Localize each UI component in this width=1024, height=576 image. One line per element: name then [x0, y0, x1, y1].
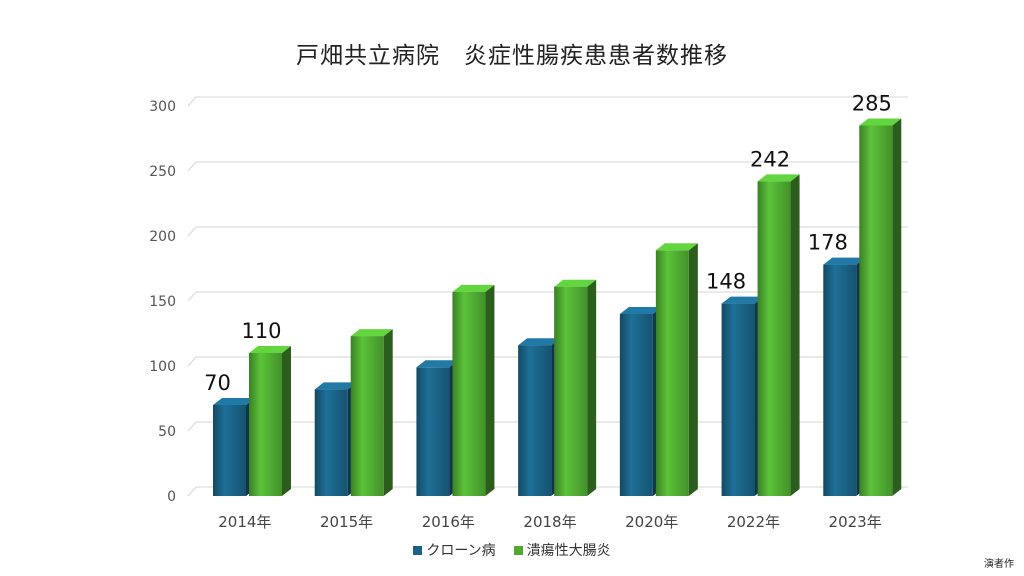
x-tick-label: 2016年 — [422, 513, 475, 531]
gridline-depth — [187, 226, 197, 237]
legend-item-crohn: クローン病 — [413, 540, 496, 560]
credit-text: 演者作 — [984, 559, 1014, 570]
legend-label-uc: 潰瘍性大腸炎 — [526, 543, 611, 559]
bar-uc — [452, 291, 486, 496]
gridline-depth — [187, 291, 197, 302]
x-tick-label: 2018年 — [523, 513, 576, 531]
bar-top — [619, 307, 662, 314]
bar-uc — [554, 286, 588, 496]
bar-uc — [249, 353, 282, 496]
data-label: 148 — [706, 270, 746, 294]
bar-top — [859, 118, 902, 126]
data-label: 178 — [808, 231, 848, 255]
data-label: 285 — [852, 92, 892, 116]
legend-item-uc: 潰瘍性大腸炎 — [513, 540, 611, 560]
bar-crohn — [721, 303, 755, 496]
bar-side — [587, 279, 597, 496]
y-tick-label: 50 — [158, 424, 176, 440]
gridline-depth — [187, 486, 197, 497]
bar-top — [350, 329, 393, 337]
x-tick-label: 2022年 — [727, 513, 780, 531]
gridline-depth — [187, 161, 197, 172]
bar-side — [892, 118, 902, 496]
bar-crohn — [619, 314, 653, 496]
bar-uc — [757, 181, 791, 496]
bar-crohn — [518, 345, 552, 496]
y-tick-label: 250 — [149, 164, 176, 180]
y-tick-label: 100 — [149, 359, 176, 375]
x-tick-label: 2020年 — [625, 513, 678, 531]
bar-top — [213, 398, 255, 405]
bar-top — [823, 257, 866, 265]
bar-top — [452, 284, 495, 292]
bar-top — [757, 174, 800, 182]
legend-swatch-crohn — [413, 545, 423, 555]
gridline-depth — [187, 356, 197, 367]
y-tick-label: 200 — [149, 229, 176, 245]
bar-top — [554, 279, 597, 287]
bar-crohn — [314, 389, 348, 496]
data-label: 70 — [204, 371, 231, 395]
bar-uc — [350, 336, 384, 496]
bar-side — [790, 174, 800, 496]
data-label: 242 — [750, 147, 790, 171]
y-tick-label: 150 — [149, 294, 176, 310]
bar-side — [383, 329, 393, 496]
bar-crohn — [213, 405, 246, 496]
y-tick-label: 300 — [149, 99, 176, 115]
bar-side — [485, 284, 495, 496]
x-tick-label: 2023年 — [829, 513, 882, 531]
x-tick-label: 2015年 — [320, 513, 373, 531]
gridline-depth — [187, 96, 197, 107]
data-label: 110 — [241, 319, 281, 343]
bar-side — [282, 346, 291, 496]
bar-top — [518, 338, 561, 346]
bar-uc — [859, 125, 893, 496]
legend-label-crohn: クローン病 — [426, 543, 496, 559]
x-tick-label: 2014年 — [218, 513, 271, 531]
bar-top — [416, 360, 459, 368]
bar-top — [655, 243, 698, 251]
bar-crohn — [823, 264, 857, 496]
y-tick-label: 0 — [167, 489, 176, 505]
bar-top — [249, 346, 291, 353]
legend-swatch-uc — [513, 545, 523, 555]
bar-uc — [655, 250, 689, 496]
bar-top — [314, 382, 357, 390]
bar-top — [721, 296, 764, 304]
legend: クローン病 潰瘍性大腸炎 — [0, 540, 1024, 560]
bar-crohn — [416, 367, 450, 496]
chart-title: 戸畑共立病院 炎症性腸疾患患者数推移 — [296, 43, 728, 69]
gridline-depth — [187, 421, 197, 432]
bar-side — [688, 243, 698, 496]
